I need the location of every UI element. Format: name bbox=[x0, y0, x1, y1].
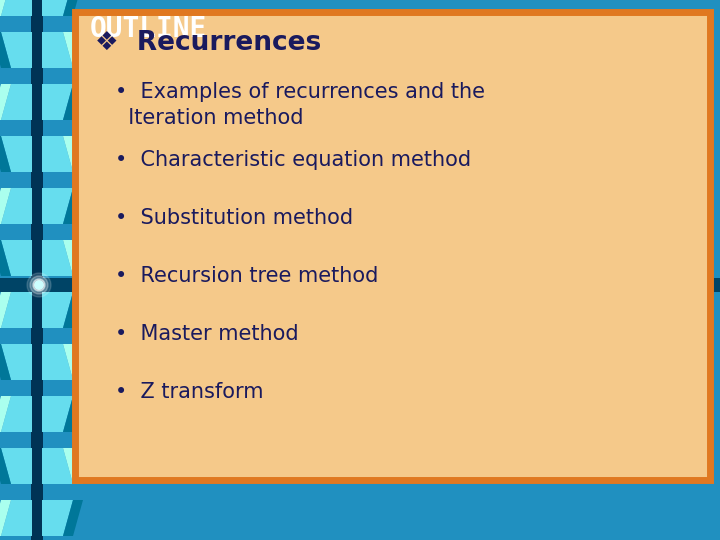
FancyBboxPatch shape bbox=[0, 278, 720, 292]
Circle shape bbox=[35, 281, 43, 289]
FancyBboxPatch shape bbox=[32, 0, 42, 540]
Polygon shape bbox=[1, 292, 73, 328]
Polygon shape bbox=[1, 188, 73, 224]
Text: •  Recursion tree method: • Recursion tree method bbox=[115, 266, 379, 286]
Polygon shape bbox=[1, 240, 73, 276]
Polygon shape bbox=[63, 188, 83, 224]
Circle shape bbox=[30, 276, 48, 294]
Polygon shape bbox=[1, 84, 73, 120]
Polygon shape bbox=[0, 32, 11, 68]
Text: •  Examples of recurrences and the
  Iteration method: • Examples of recurrences and the Iterat… bbox=[115, 82, 485, 127]
Polygon shape bbox=[1, 344, 73, 380]
Polygon shape bbox=[0, 500, 11, 536]
Text: OUTLINE: OUTLINE bbox=[90, 15, 207, 43]
Polygon shape bbox=[1, 136, 73, 172]
Polygon shape bbox=[63, 396, 83, 432]
Polygon shape bbox=[0, 136, 11, 172]
Circle shape bbox=[35, 281, 43, 289]
Polygon shape bbox=[63, 292, 83, 328]
Polygon shape bbox=[63, 0, 83, 16]
Polygon shape bbox=[0, 240, 11, 276]
Text: ❖  Recurrences: ❖ Recurrences bbox=[95, 30, 321, 56]
FancyBboxPatch shape bbox=[75, 12, 710, 480]
Circle shape bbox=[33, 279, 45, 291]
Polygon shape bbox=[63, 136, 83, 172]
Polygon shape bbox=[0, 396, 11, 432]
Polygon shape bbox=[0, 0, 11, 16]
Polygon shape bbox=[63, 240, 83, 276]
Text: •  Z transform: • Z transform bbox=[115, 382, 264, 402]
Polygon shape bbox=[1, 396, 73, 432]
Polygon shape bbox=[63, 448, 83, 484]
Polygon shape bbox=[1, 448, 73, 484]
Polygon shape bbox=[0, 344, 11, 380]
Polygon shape bbox=[63, 32, 83, 68]
Text: •  Substitution method: • Substitution method bbox=[115, 208, 353, 228]
Polygon shape bbox=[0, 448, 11, 484]
Polygon shape bbox=[1, 500, 73, 536]
Polygon shape bbox=[63, 84, 83, 120]
Polygon shape bbox=[0, 188, 11, 224]
Polygon shape bbox=[1, 0, 73, 16]
Polygon shape bbox=[63, 344, 83, 380]
Text: •  Master method: • Master method bbox=[115, 324, 299, 344]
Polygon shape bbox=[1, 32, 73, 68]
FancyBboxPatch shape bbox=[31, 0, 43, 540]
Polygon shape bbox=[0, 292, 11, 328]
Polygon shape bbox=[0, 84, 11, 120]
Polygon shape bbox=[63, 500, 83, 536]
Circle shape bbox=[27, 273, 51, 297]
Text: •  Characteristic equation method: • Characteristic equation method bbox=[115, 150, 471, 170]
